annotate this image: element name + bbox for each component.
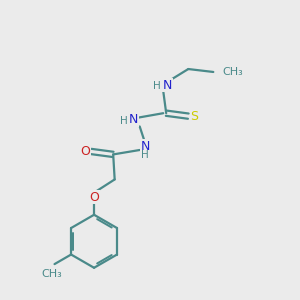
Text: O: O: [89, 190, 99, 204]
Text: H: H: [141, 150, 149, 160]
Text: N: N: [129, 113, 139, 127]
Text: S: S: [190, 110, 198, 123]
Text: N: N: [163, 79, 172, 92]
Text: O: O: [80, 145, 90, 158]
Text: H: H: [154, 81, 161, 91]
Text: CH₃: CH₃: [222, 67, 243, 77]
Text: CH₃: CH₃: [41, 268, 62, 278]
Text: H: H: [120, 116, 128, 126]
Text: N: N: [140, 140, 150, 153]
